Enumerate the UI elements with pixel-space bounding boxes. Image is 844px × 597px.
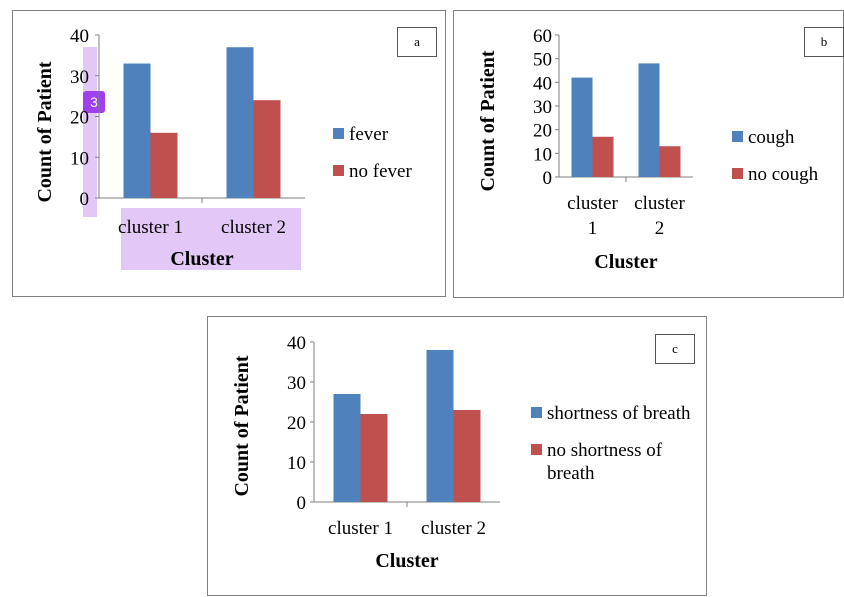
y-tick-label: 30 [70,67,89,88]
chart-panel-a: 3 0 10 20 30 40 cluster 1 cluster 2 Cluster Coun… [12,10,446,297]
y-tick-label: 60 [533,26,552,47]
x-category-label: cluster 2 [421,518,486,539]
legend-swatch [333,165,344,176]
legend-swatch [531,407,542,418]
y-tick-label: 10 [533,144,552,165]
bar-shortness-of-breath-2 [426,350,454,502]
legend-item: fever [333,123,443,146]
bar-no-fever-1 [150,132,178,198]
x-axis-title: Cluster [594,251,657,273]
chart-panel-b: 0 10 20 30 40 50 60 cluster 1 cluster 2 Cluster Coun… [453,10,844,298]
y-tick-label: 40 [70,26,89,47]
y-tick-label: 50 [533,50,552,71]
legend-item: no cough [732,163,844,186]
legend-swatch [333,128,344,139]
y-tick-label: 40 [533,73,552,94]
x-category-label: cluster 2 [634,193,685,239]
panel-label-b: b [804,27,844,57]
bar-shortness-of-breath-1 [333,394,361,502]
y-axis-title: Count of Patient [477,50,499,191]
bar-cough-1 [571,77,593,177]
bar-no-shortness-of-breath-2 [453,410,481,502]
bar-cough-2 [638,63,660,177]
legend-swatch [732,168,743,179]
highlight-x-axis [121,208,301,270]
bar-no-fever-2 [253,100,281,198]
y-tick-label: 0 [297,493,307,514]
legend-label: no fever [349,161,412,182]
legend-label: no cough [748,164,819,185]
x-axis-title: Cluster [170,248,233,270]
chart-c-svg: 0 10 20 30 40 cluster 1 cluster 2 Cluster Count … [231,333,500,572]
x-category-label: cluster 2 [221,217,286,238]
legend-swatch [531,444,542,455]
legend-label: fever [349,124,389,145]
x-category-label: cluster 1 [567,193,618,239]
bar-no-cough-1 [592,136,614,177]
bar-no-shortness-of-breath-1 [360,414,388,502]
bar-fever-2 [226,47,254,198]
y-tick-label: 0 [80,189,90,210]
x-category-label: cluster 1 [118,217,183,238]
legend-item: shortness of breath [531,402,701,425]
y-tick-label: 20 [287,413,306,434]
y-tick-label: 30 [533,97,552,118]
y-tick-label: 40 [287,333,306,354]
legend-item: cough [732,126,844,149]
x-category-label: cluster 1 [328,518,393,539]
y-tick-label: 10 [287,453,306,474]
chart-a-svg: 0 10 20 30 40 cluster 1 cluster 2 Cluster Count … [34,26,305,270]
y-tick-label: 10 [70,148,89,169]
legend-b: cough no cough [732,126,844,200]
y-axis-title: Count of Patient [34,61,56,202]
legend-swatch [732,131,743,142]
y-axis-title: Count of Patient [231,355,253,496]
x-axis-title: Cluster [375,550,438,572]
panel-label-a: a [397,27,437,57]
legend-label: cough [748,127,795,148]
y-tick-label: 20 [533,121,552,142]
y-tick-label: 30 [287,373,306,394]
legend-item: no fever [333,160,443,183]
legend-label: shortness of breath [547,403,691,424]
highlight-y-axis [83,47,97,217]
legend-c: shortness of breath no shortness of breat… [531,402,701,499]
panel-label-c: c [655,334,695,364]
bar-fever-1 [123,63,151,199]
legend-label: no shortness of breath [547,440,663,484]
legend-a: fever no fever [333,123,443,197]
chart-panel-c: 0 10 20 30 40 cluster 1 cluster 2 Cluster Count … [207,316,707,596]
bar-no-cough-2 [659,146,681,177]
legend-item: no shortness of breath [531,439,701,485]
y-tick-label: 20 [70,108,89,129]
y-tick-label: 0 [543,168,553,189]
